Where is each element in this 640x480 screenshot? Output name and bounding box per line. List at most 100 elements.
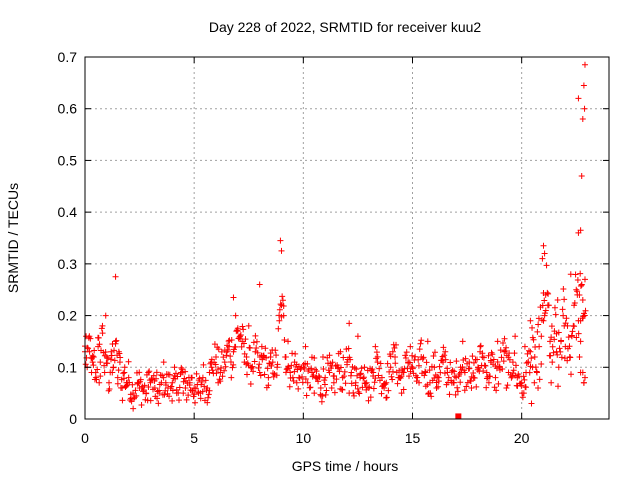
data-point — [389, 348, 396, 355]
data-point — [112, 273, 119, 280]
data-point — [450, 379, 457, 386]
data-point — [543, 262, 550, 269]
data-point — [299, 373, 306, 380]
data-point — [567, 271, 574, 278]
data-point — [554, 351, 561, 358]
data-point — [182, 368, 189, 375]
data-point — [318, 398, 325, 405]
data-point — [553, 348, 560, 355]
data-point — [82, 361, 89, 368]
data-point — [548, 323, 555, 330]
data-point — [213, 370, 220, 377]
data-point — [392, 353, 399, 360]
data-point — [199, 374, 206, 381]
data-point — [219, 373, 226, 380]
data-point — [418, 337, 425, 344]
data-point — [252, 332, 259, 339]
data-point — [431, 349, 438, 356]
data-point — [307, 384, 314, 391]
data-point — [302, 343, 309, 350]
data-point — [426, 379, 433, 386]
data-point — [577, 369, 584, 376]
data-point — [268, 362, 275, 369]
data-point — [287, 369, 294, 376]
data-point — [272, 347, 279, 354]
data-point — [244, 371, 251, 378]
data-point — [531, 379, 538, 386]
data-point — [96, 379, 103, 386]
data-point — [535, 384, 542, 391]
data-point — [227, 353, 234, 360]
y-tick-label: 0.1 — [58, 359, 78, 375]
data-point — [527, 317, 534, 324]
data-point — [201, 383, 208, 390]
data-point — [329, 359, 336, 366]
data-point — [290, 378, 297, 385]
data-point — [442, 356, 449, 363]
data-point — [191, 391, 198, 398]
data-point — [274, 364, 281, 371]
data-point — [510, 367, 517, 374]
data-point — [143, 390, 150, 397]
data-point — [85, 345, 92, 352]
y-tick-label: 0.4 — [58, 204, 78, 220]
data-point — [174, 373, 181, 380]
data-point — [304, 379, 311, 386]
data-point — [294, 366, 301, 373]
data-point — [241, 350, 248, 357]
data-point — [261, 371, 268, 378]
data-point — [430, 352, 437, 359]
data-point — [354, 333, 361, 340]
data-point — [116, 359, 123, 366]
data-point — [285, 338, 292, 345]
data-point — [341, 373, 348, 380]
data-point — [250, 339, 257, 346]
data-point — [581, 61, 588, 68]
data-point — [195, 390, 202, 397]
data-point — [527, 348, 534, 355]
data-point — [488, 359, 495, 366]
data-point — [434, 373, 441, 380]
data-point — [312, 366, 319, 373]
data-point — [573, 334, 580, 341]
data-point — [91, 347, 98, 354]
data-point — [466, 365, 473, 372]
data-point — [519, 394, 526, 401]
data-point — [424, 338, 431, 345]
data-point — [336, 368, 343, 375]
data-point — [412, 353, 419, 360]
data-point — [90, 353, 97, 360]
data-point — [505, 369, 512, 376]
data-point — [110, 364, 117, 371]
data-point — [485, 379, 492, 386]
data-point — [549, 359, 556, 366]
data-point — [361, 364, 368, 371]
data-point — [459, 338, 466, 345]
data-point — [350, 392, 357, 399]
data-point — [416, 346, 423, 353]
data-point — [238, 343, 245, 350]
data-point — [385, 387, 392, 394]
data-point — [198, 378, 205, 385]
data-point — [409, 352, 416, 359]
data-point — [169, 379, 176, 386]
data-point — [346, 320, 353, 327]
data-point — [232, 312, 239, 319]
data-point — [340, 354, 347, 361]
data-point — [289, 374, 296, 381]
data-point — [426, 367, 433, 374]
data-point — [218, 348, 225, 355]
data-point — [427, 390, 434, 397]
data-point — [270, 373, 277, 380]
data-point — [252, 348, 259, 355]
data-point — [107, 356, 114, 363]
data-point — [579, 297, 586, 304]
data-point — [357, 374, 364, 381]
data-point — [183, 396, 190, 403]
data-point — [398, 390, 405, 397]
data-point — [109, 369, 116, 376]
data-point — [558, 354, 565, 361]
x-tick-label: 20 — [514, 430, 530, 446]
data-point — [155, 400, 162, 407]
data-point — [508, 374, 515, 381]
